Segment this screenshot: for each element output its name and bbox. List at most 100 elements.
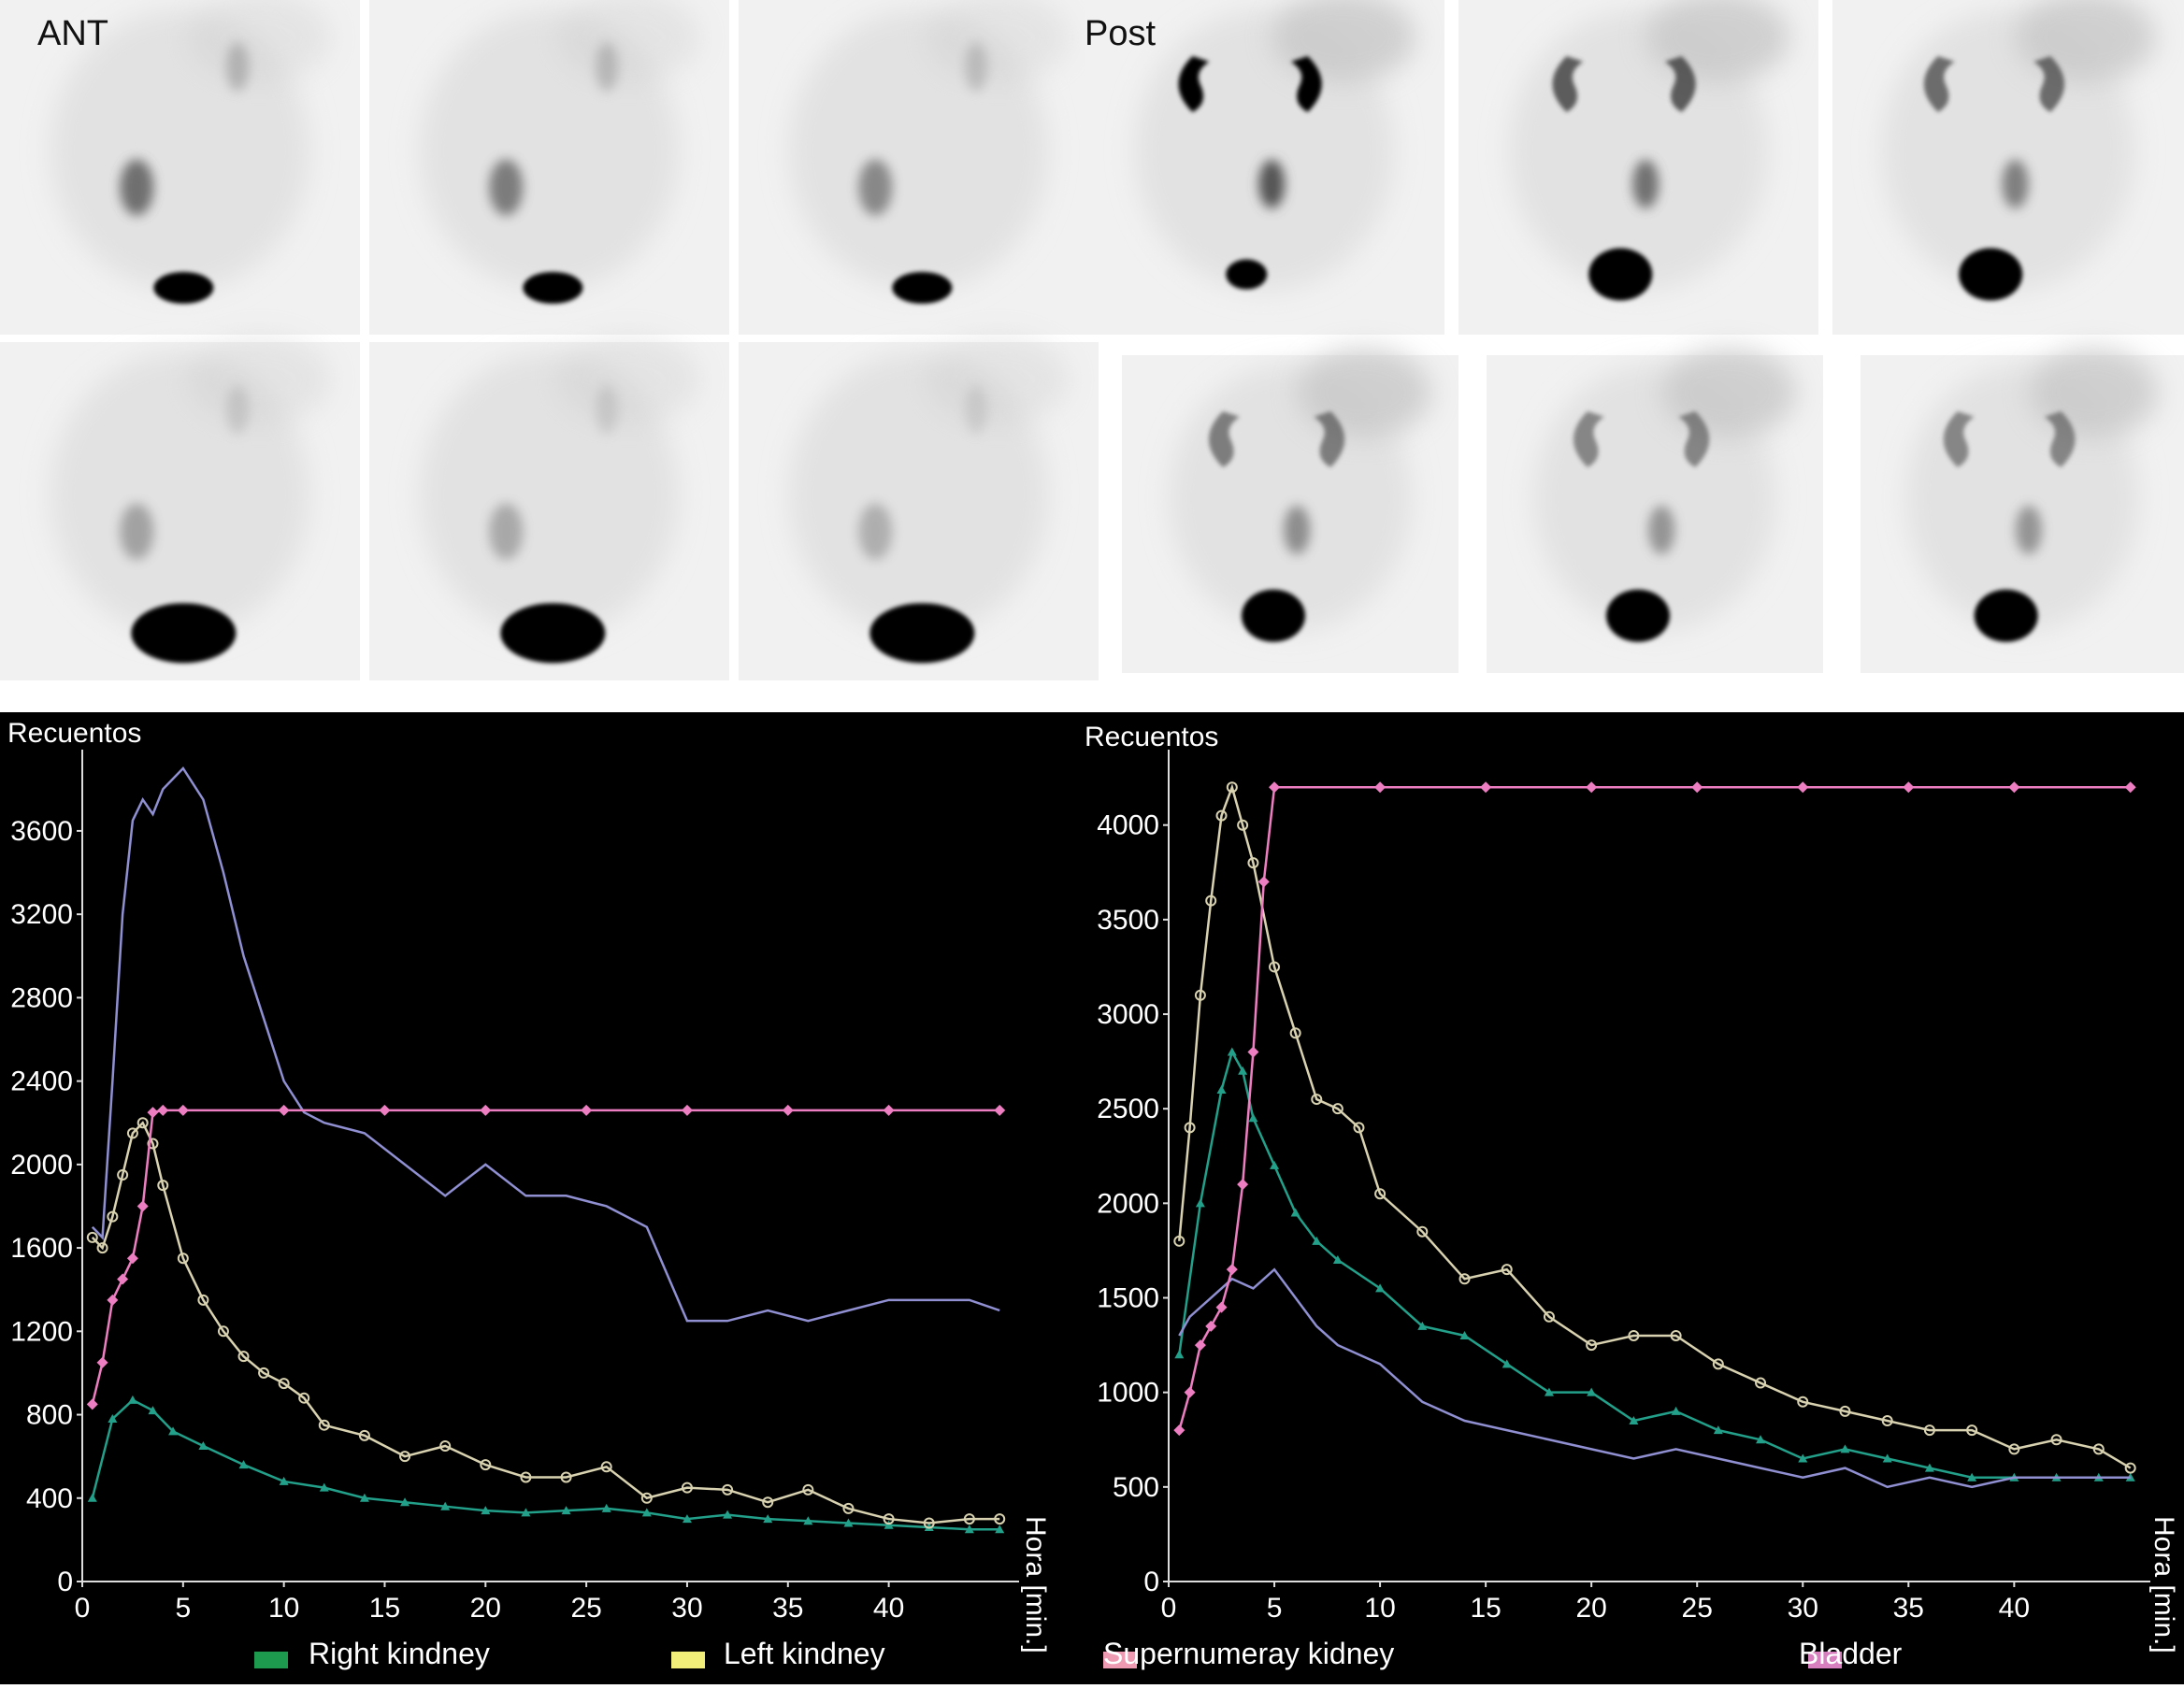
data-point: [1375, 1283, 1386, 1293]
data-point: [177, 1252, 189, 1265]
data-point: [1967, 1472, 1977, 1481]
left-kidney-uptake: [596, 42, 619, 92]
y-axis-label: Recuentos: [7, 718, 141, 749]
data-point: [1586, 781, 1598, 794]
legend-label: Right kindney: [309, 1637, 490, 1670]
scan-frame: [1832, 0, 2184, 335]
data-point: [581, 1104, 593, 1116]
data-point: [763, 1514, 773, 1524]
data-point: [107, 1294, 119, 1306]
left-kidney-uptake: [2033, 56, 2065, 112]
data-point: [560, 1471, 572, 1483]
data-point: [682, 1514, 692, 1524]
data-point: [197, 1294, 209, 1306]
scan-frame: [0, 0, 360, 335]
data-point: [521, 1508, 531, 1517]
y-tick-label: 3600: [10, 816, 73, 847]
data-point: [157, 1180, 169, 1192]
data-point: [126, 1252, 138, 1265]
data-point: [1924, 1463, 1934, 1472]
series-bladder: [86, 1104, 1006, 1410]
data-point: [298, 1392, 310, 1404]
renogram-panel: Recuentos Hora [min.] 0 400 800 1200 1600 2000 2…: [0, 712, 2184, 1684]
x-tick-label: 30: [1788, 1593, 1818, 1624]
data-point: [1458, 1273, 1471, 1285]
data-point: [1543, 1310, 1555, 1323]
scan-frame: [1487, 348, 1823, 673]
data-point: [681, 1481, 693, 1494]
liver-shadow: [1297, 348, 1432, 437]
data-point: [86, 1398, 98, 1410]
data-point: [641, 1508, 652, 1517]
data-point: [107, 1210, 119, 1223]
data-point: [2008, 1443, 2020, 1455]
data-point: [1903, 781, 1915, 794]
y-tick-label: 0: [1143, 1567, 1159, 1597]
data-point: [1374, 1188, 1387, 1200]
data-point: [1184, 1386, 1196, 1398]
data-point: [1671, 1406, 1681, 1415]
liver-shadow: [926, 335, 1070, 424]
data-point: [1713, 1425, 1723, 1435]
y-tick-label: 0: [57, 1567, 73, 1597]
data-point: [1194, 1339, 1206, 1352]
data-point: [1173, 1424, 1185, 1437]
data-point: [148, 1406, 158, 1415]
data-point: [147, 1107, 159, 1119]
scan-frame: [1861, 348, 2184, 673]
data-point: [127, 1395, 137, 1404]
data-point: [520, 1471, 532, 1483]
pelvic-kidney-uptake: [2015, 506, 2042, 554]
pelvic-kidney-uptake: [120, 503, 154, 560]
liver-shadow: [556, 0, 701, 82]
legend-label: Supernumeray kidney: [1103, 1637, 1394, 1670]
pelvic-kidney-uptake: [1284, 506, 1311, 554]
data-point: [1184, 1122, 1196, 1134]
y-tick-label: 1500: [1097, 1283, 1159, 1314]
data-point: [1215, 809, 1228, 822]
data-point: [1248, 1113, 1258, 1123]
data-point: [1459, 1330, 1470, 1339]
data-point: [1756, 1435, 1766, 1444]
scan-frame: [369, 0, 729, 335]
data-point: [319, 1482, 329, 1492]
pelvic-kidney-uptake: [489, 503, 524, 560]
data-point: [1290, 1208, 1300, 1217]
left-kidney-uptake: [596, 385, 619, 435]
data-point: [1270, 1160, 1280, 1169]
x-tick-label: 20: [1575, 1593, 1606, 1624]
y-tick-label: 2500: [1097, 1094, 1159, 1124]
data-point: [640, 1492, 653, 1504]
data-point: [1797, 1396, 1809, 1408]
data-point: [723, 1510, 733, 1519]
data-point: [480, 1459, 492, 1471]
bladder-uptake: [1959, 248, 2023, 301]
x-tick-label: 40: [1999, 1593, 2030, 1624]
data-point: [108, 1414, 118, 1423]
pelvic-kidney-uptake: [489, 159, 524, 216]
data-point: [1311, 1094, 1323, 1106]
x-tick-label: 15: [369, 1593, 400, 1624]
data-point: [1257, 876, 1270, 888]
y-tick-label: 1600: [10, 1233, 73, 1264]
data-point: [1691, 781, 1703, 794]
data-point: [177, 1104, 189, 1116]
y-tick-label: 500: [1113, 1472, 1159, 1503]
left-kidney-uptake: [1678, 411, 1710, 467]
data-point: [803, 1516, 813, 1525]
data-point: [1416, 1225, 1429, 1238]
data-point: [87, 1493, 97, 1502]
data-point: [994, 1104, 1006, 1116]
data-point: [1374, 781, 1387, 794]
data-point: [1194, 989, 1206, 1001]
data-point: [1881, 1415, 1893, 1427]
data-point: [198, 1441, 208, 1450]
data-point: [884, 1520, 894, 1529]
y-tick-label: 400: [26, 1483, 73, 1514]
y-tick-label: 3000: [1097, 999, 1159, 1030]
data-point: [1586, 1339, 1598, 1352]
liver-shadow: [187, 335, 332, 424]
data-point: [1174, 1350, 1185, 1359]
bladder-uptake: [500, 603, 606, 664]
x-tick-label: 10: [268, 1593, 299, 1624]
